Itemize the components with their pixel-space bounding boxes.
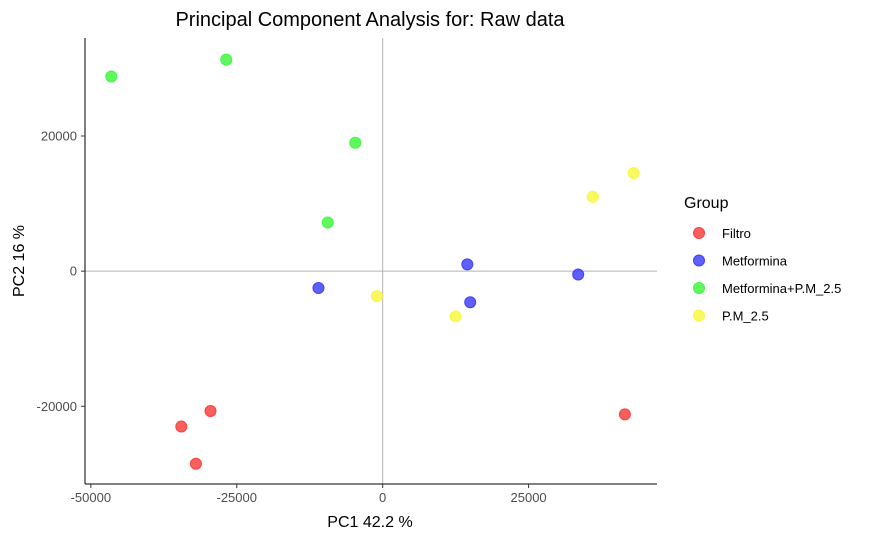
y-tick-label: 20000: [41, 128, 77, 143]
legend: Group Filtro Metformina Metformina+P.M_2.5…: [684, 195, 841, 324]
y-tick-label: 0: [70, 264, 77, 279]
y-axis-title: PC2 16 %: [11, 225, 28, 297]
data-point: [220, 53, 233, 66]
data-point: [572, 268, 585, 281]
data-point: [189, 457, 202, 470]
legend-label: Filtro: [722, 226, 751, 241]
data-point: [586, 190, 599, 203]
data-point: [175, 420, 188, 433]
data-point: [204, 405, 217, 418]
data-point: [321, 216, 334, 229]
data-point: [370, 290, 383, 303]
legend-key: [693, 254, 705, 267]
legend-key: [693, 309, 705, 322]
y-tick-label: -20000: [37, 399, 77, 414]
legend-title: Group: [684, 195, 729, 212]
data-point: [349, 136, 362, 149]
legend-label: Metformina: [722, 254, 788, 269]
legend-label: Metformina+P.M_2.5: [722, 281, 841, 296]
x-tick-label: -50000: [71, 490, 111, 505]
chart-title: Principal Component Analysis for: Raw da…: [175, 9, 565, 31]
x-tick-label: 25000: [511, 490, 547, 505]
x-axis-title: PC1 42.2 %: [327, 514, 412, 531]
data-point: [312, 282, 325, 295]
x-tick-label: 0: [379, 490, 386, 505]
legend-label: P.M_2.5: [722, 309, 769, 324]
data-point: [105, 70, 118, 83]
data-point: [618, 408, 631, 421]
legend-key: [693, 282, 705, 294]
data-point: [464, 296, 477, 309]
plot-area: -50000 -25000 0 25000 -20000 0 20000: [37, 38, 657, 505]
legend-key: [693, 227, 705, 239]
data-point: [449, 310, 462, 323]
x-tick-label: -25000: [217, 490, 257, 505]
data-point: [627, 167, 640, 180]
data-point: [461, 258, 474, 271]
